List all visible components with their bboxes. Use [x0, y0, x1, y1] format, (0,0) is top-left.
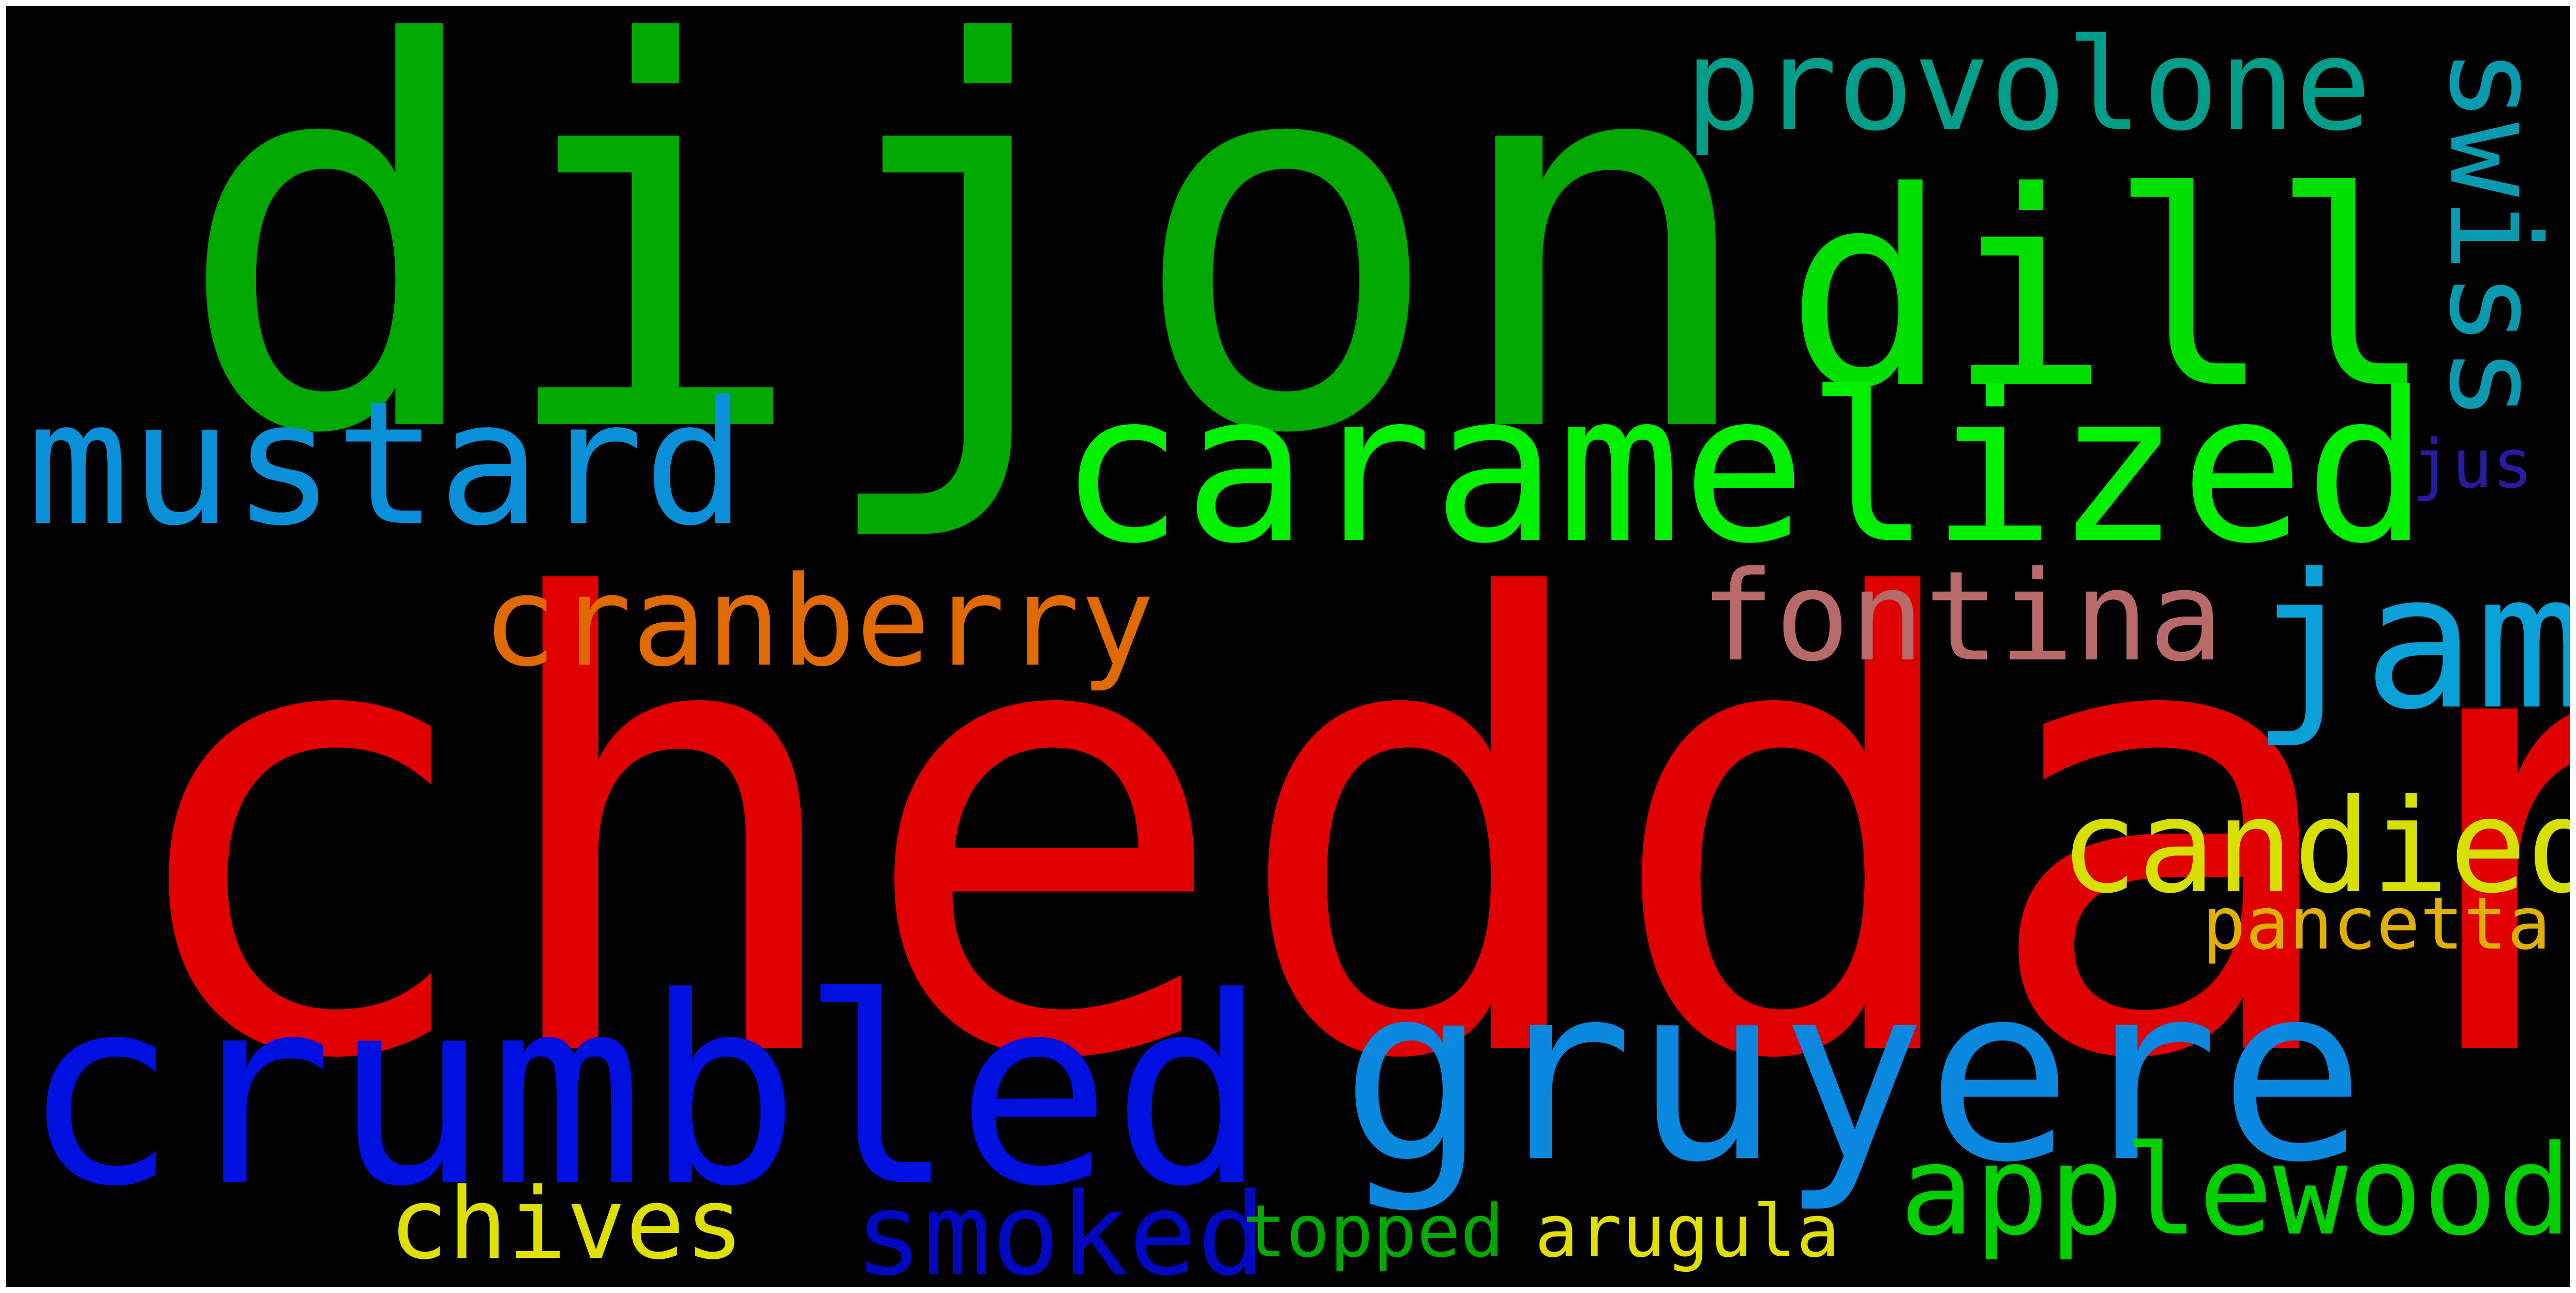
word-crumbled: crumbled — [22, 942, 1268, 1243]
word-dijon: dijon — [174, 6, 1763, 549]
word-mustard: mustard — [27, 365, 746, 563]
word-applewood: applewood — [1899, 1118, 2570, 1263]
word-pancetta: pancetta — [2202, 882, 2551, 966]
word-provolone: provolone — [1685, 11, 2372, 159]
word-fontina: fontina — [1700, 544, 2224, 689]
word-candied: candied — [2060, 771, 2570, 922]
word-topped: topped — [1242, 1190, 1504, 1274]
word-jam: jam — [2251, 534, 2570, 750]
word-cranberry: cranberry — [482, 549, 1155, 694]
word-smoked: smoked — [855, 1168, 1266, 1287]
word-caramelized: caramelized — [1059, 349, 2430, 589]
word-cheddar: cheddar — [110, 472, 2570, 1195]
word-arugula: arugula — [1535, 1190, 1840, 1274]
word-jus: jus — [2412, 425, 2533, 503]
word-chives: chives — [389, 1167, 744, 1281]
word-gruyere: gruyere — [1341, 933, 2365, 1215]
word-swiss: swiss — [2422, 48, 2567, 422]
word-dill: dill — [1786, 134, 2434, 447]
word-cloud: dijon cheddar dill caramelized mustard p… — [6, 6, 2570, 1287]
